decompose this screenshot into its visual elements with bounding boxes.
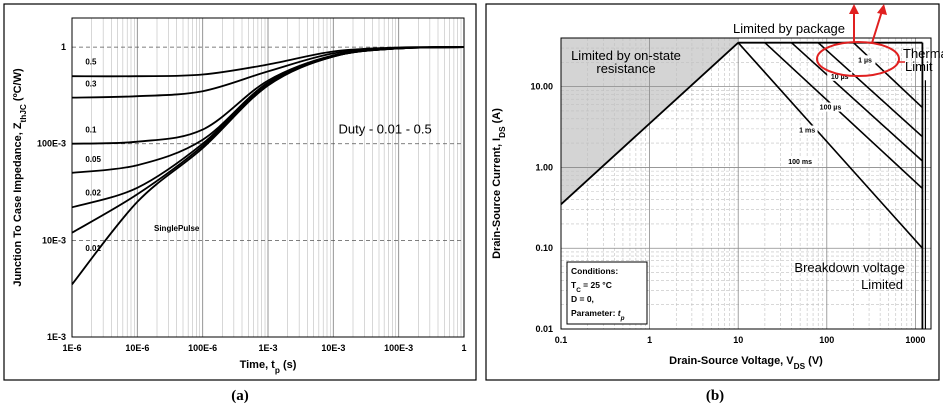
chart-b-conditions-param: Parameter: tp [571, 308, 625, 322]
chart-b-conditions-box [566, 261, 648, 325]
chart-b-conditions-duty: D = 0, [571, 294, 594, 304]
chart-b-pulse-line [764, 42, 923, 189]
chart-a-y-axis-label: Junction To Case Impedance, ZthJC (ºC/W) [12, 68, 28, 287]
chart-b-pulse-line [790, 42, 923, 162]
chart-b-pulse-label: 1 µs [858, 57, 872, 64]
chart-b-conditions-tc: TC = 25 °C [571, 280, 612, 294]
chart-a-series-label: 0.02 [85, 189, 101, 198]
panel-a-frame [3, 3, 477, 381]
chart-b-package-annotation: Limited by package [733, 21, 845, 36]
chart-b-pulse-label-bg [815, 102, 846, 112]
chart-b-x-tick-label: 10 [733, 335, 743, 345]
chart-b-x-axis-label: Drain-Source Voltage, VDS (V) [669, 355, 823, 371]
chart-b-y-tick-label: 10.00 [530, 82, 553, 92]
panel-b-frame [485, 3, 940, 381]
chart-b-pulse-label: 100 µs [820, 105, 842, 112]
chart-a: 1E-6 10E-6 100E-6 1E-3 10E-3 100E-3 1 1E-3 10E-3… [12, 17, 467, 375]
chart-b-arrow-head-2 [877, 4, 887, 15]
chart-b-pulse-label: 10 µs [831, 74, 849, 81]
chart-b-x-tick-label: 1 [647, 335, 652, 345]
chart-a-x-tick-label: 1 [461, 343, 466, 353]
chart-a-series-label: 0.3 [85, 80, 97, 89]
chart-a-y-tick-label: 100E-3 [37, 139, 66, 149]
chart-a-x-tick-label: 10E-6 [125, 343, 149, 353]
chart-b-on-state-annotation-2: resistance [596, 61, 655, 76]
chart-b-pulse-label-bg [854, 55, 876, 65]
chart-a-series-label: 0.5 [85, 58, 97, 67]
chart-b-pulse-label-bg [796, 125, 818, 135]
chart-b-breakdown-annotation-2: Limited [861, 277, 903, 292]
chart-a-duty-annotation: Duty - 0.01 - 0.5 [339, 121, 432, 136]
chart-a-series-label: SinglePulse [154, 224, 200, 233]
chart-b-plot-border [560, 37, 932, 330]
chart-b-y-tick-label: 0.01 [535, 324, 553, 334]
chart-b-pulse-line [817, 42, 923, 138]
chart-b-y-tick-label: 0.10 [535, 243, 553, 253]
chart-b-breakdown-annotation: Breakdown voltage [794, 260, 905, 275]
chart-b-pulse-line [737, 42, 923, 249]
chart-a-x-tick-label: 100E-3 [384, 343, 413, 353]
chart-b-thermal-highlight [816, 41, 900, 77]
chart-b-x-tick-label: 1000 [905, 335, 925, 345]
chart-b-thermal-annotation: Therma [903, 46, 943, 61]
chart-a-y-tick-label: 10E-3 [42, 235, 66, 245]
chart-b-caption: (b) [706, 388, 724, 404]
chart-b-y-axis-label: Drain-Source Current, IDS (A) [491, 108, 507, 259]
chart-a-x-tick-label: 1E-6 [62, 343, 81, 353]
chart-b-thermal-annotation-2: Limit [905, 59, 933, 74]
chart-a-series-line [71, 46, 465, 285]
chart-a-plot-border [71, 17, 465, 338]
chart-a-series-label: 0.01 [85, 244, 101, 253]
chart-b-pulse-label: 100 ms [788, 159, 812, 166]
chart-a-y-tick-label: 1E-3 [47, 332, 66, 342]
chart-a-y-tick-label: 1 [61, 42, 66, 52]
chart-b-x-tick-label: 0.1 [555, 335, 568, 345]
chart-b-arrow-head [849, 4, 859, 14]
chart-b-pulse-line [852, 42, 923, 109]
chart-a-x-axis-label: Time, tp (s) [240, 359, 297, 375]
chart-b-y-tick-label: 1.00 [535, 162, 553, 172]
chart-b-conditions-title: Conditions: [571, 266, 618, 276]
chart-a-caption: (a) [231, 388, 249, 404]
chart-b-on-state-annotation: Limited by on-state [571, 48, 681, 63]
chart-b-pulse-label: 1 ms [799, 128, 815, 135]
chart-a-x-tick-label: 1E-3 [258, 343, 277, 353]
chart-b: 0.1 1 10 100 1000 0.01 0.10 1.00 10.00 Drain-Sour… [491, 4, 943, 371]
chart-b-highlight-arrow-2 [871, 10, 883, 44]
chart-b-pulse-label-bg [827, 71, 853, 81]
chart-b-rds-on-line [560, 42, 739, 205]
chart-a-series-label: 0.1 [85, 126, 97, 135]
chart-b-x-tick-label: 100 [819, 335, 834, 345]
chart-a-series-label: 0.05 [85, 155, 101, 164]
chart-a-x-tick-label: 100E-6 [188, 343, 217, 353]
chart-a-x-tick-label: 10E-3 [321, 343, 345, 353]
chart-b-pulse-label-bg [785, 157, 815, 167]
